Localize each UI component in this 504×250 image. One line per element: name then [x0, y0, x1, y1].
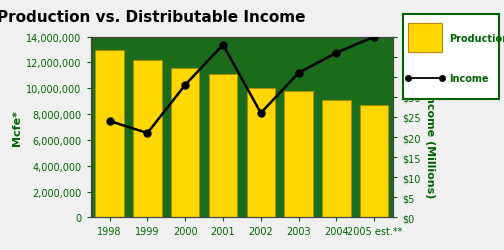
Bar — [95, 50, 124, 218]
Bar — [284, 92, 313, 218]
Text: Income: Income — [449, 74, 489, 84]
Y-axis label: Dist. Income (Millions): Dist. Income (Millions) — [425, 58, 435, 198]
Bar — [408, 24, 442, 53]
Bar — [171, 68, 200, 218]
Bar — [209, 75, 237, 218]
Y-axis label: Mcfe*: Mcfe* — [12, 110, 22, 146]
Bar — [246, 89, 275, 218]
Text: Production vs. Distributable Income: Production vs. Distributable Income — [0, 10, 305, 25]
Text: Production: Production — [449, 34, 504, 44]
Bar — [133, 61, 162, 218]
Bar — [360, 106, 389, 218]
Bar — [322, 100, 351, 218]
